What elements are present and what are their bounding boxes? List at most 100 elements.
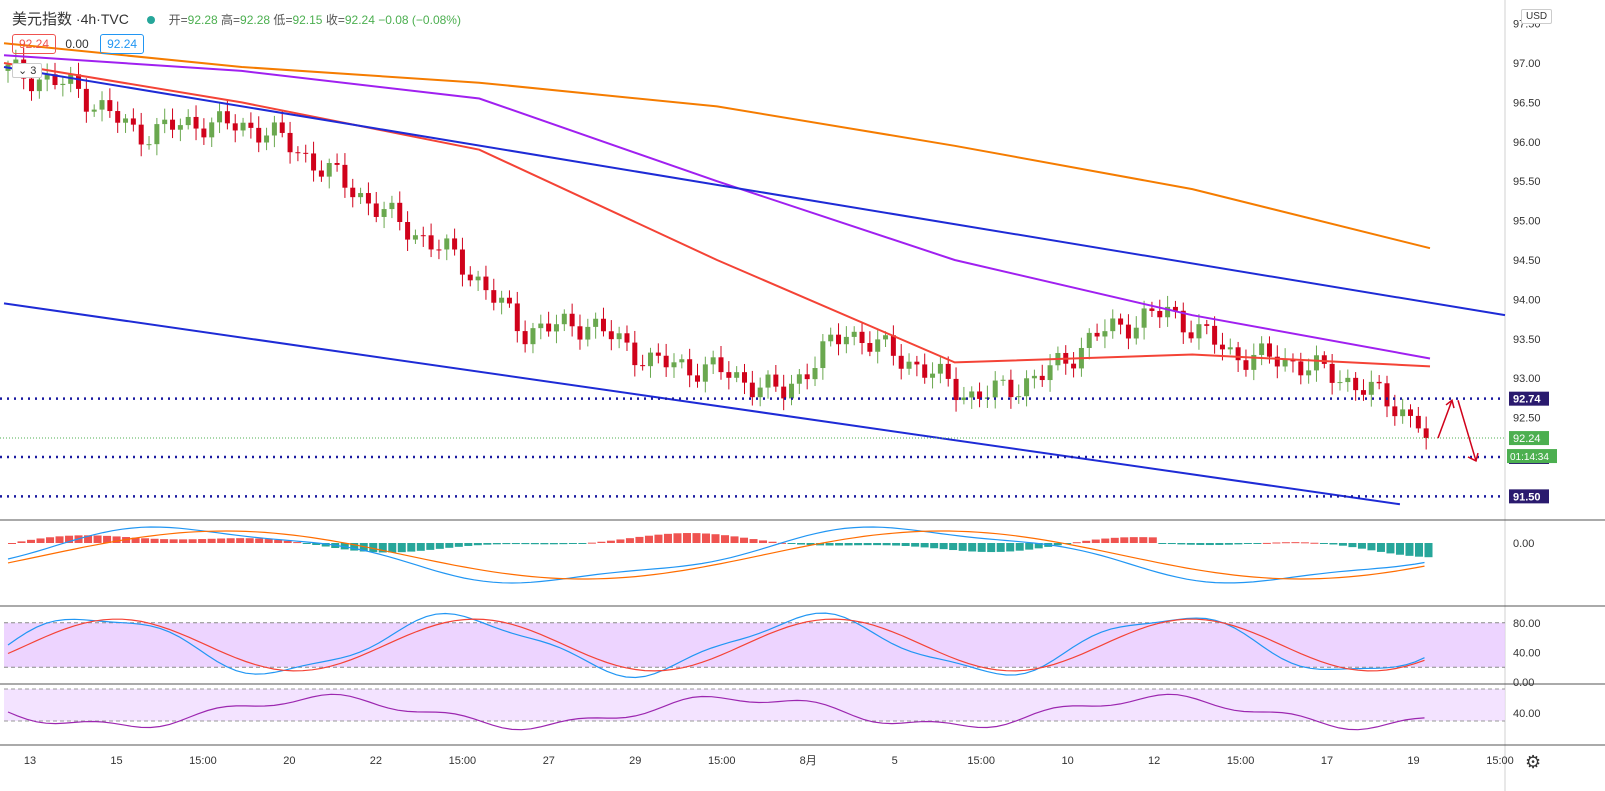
candle-body[interactable] [828,334,834,342]
candle-body[interactable] [671,362,677,368]
candle-body[interactable] [859,331,865,344]
candle-body[interactable] [1024,378,1030,397]
candle-body[interactable] [115,111,121,123]
candle-body[interactable] [1212,325,1218,345]
candle-body[interactable] [1102,331,1108,337]
candle-body[interactable] [491,290,497,303]
candle-body[interactable] [742,372,748,383]
candle-body[interactable] [561,313,567,325]
candle-body[interactable] [154,124,160,145]
candle-body[interactable] [1094,332,1100,337]
candle-body[interactable] [679,359,685,363]
candle-body[interactable] [99,100,105,110]
candle-body[interactable] [1243,360,1249,370]
candle-body[interactable] [600,318,606,332]
candle-body[interactable] [452,238,458,250]
candle-body[interactable] [765,374,771,388]
candle-body[interactable] [1180,310,1186,333]
candle-body[interactable] [52,74,58,86]
candle-body[interactable] [499,297,505,303]
candle-body[interactable] [1047,365,1053,381]
candle-body[interactable] [734,372,740,378]
candle-body[interactable] [1306,370,1312,376]
candle-body[interactable] [177,125,183,130]
candle-body[interactable] [256,127,262,143]
candle-body[interactable] [961,397,967,401]
sell-price-box[interactable]: 92.24 [12,34,57,54]
moving-average-red[interactable] [3,62,1431,368]
candle-body[interactable] [569,313,575,327]
trendline[interactable] [3,302,1401,506]
candle-body[interactable] [232,123,238,131]
candle-body[interactable] [170,119,176,130]
candle-body[interactable] [796,374,802,384]
candle-body[interactable] [1376,381,1382,384]
candle-body[interactable] [1149,308,1155,311]
candle-body[interactable] [1259,343,1265,355]
candle-body[interactable] [240,122,246,131]
candle-body[interactable] [1407,409,1413,416]
candle-body[interactable] [1392,406,1398,417]
candle-body[interactable] [640,365,646,367]
candle-body[interactable] [264,135,270,143]
candle-body[interactable] [44,74,50,80]
gear-icon[interactable]: ⚙ [1525,752,1542,772]
candle-body[interactable] [436,249,442,251]
candle-body[interactable] [647,352,653,367]
candle-body[interactable] [546,323,552,332]
candle-body[interactable] [1337,382,1343,384]
candle-body[interactable] [29,78,35,92]
candle-body[interactable] [1360,390,1366,395]
candle-body[interactable] [1321,355,1327,364]
candle-body[interactable] [1384,383,1390,407]
candle-body[interactable] [342,164,348,188]
candle-body[interactable] [459,249,465,275]
candle-body[interactable] [585,326,591,340]
candle-body[interactable] [1188,332,1194,339]
candle-body[interactable] [883,335,889,340]
candle-body[interactable] [890,335,896,356]
candle-body[interactable] [209,122,215,138]
candle-body[interactable] [1071,363,1077,369]
candle-body[interactable] [789,383,795,399]
candle-body[interactable] [710,357,716,365]
candle-body[interactable] [1008,379,1014,398]
candle-body[interactable] [749,382,755,398]
candle-body[interactable] [992,380,998,398]
candle-body[interactable] [83,88,89,112]
candle-body[interactable] [389,202,395,210]
candle-body[interactable] [655,352,661,356]
candle-body[interactable] [906,361,912,369]
candle-body[interactable] [624,333,630,343]
candle-body[interactable] [953,378,959,401]
candle-body[interactable] [318,170,324,177]
candle-body[interactable] [1118,318,1124,325]
candle-body[interactable] [593,318,599,327]
candle-body[interactable] [820,341,826,369]
candle-body[interactable] [1353,377,1359,391]
candle-body[interactable] [224,111,230,124]
candle-body[interactable] [467,274,473,281]
candle-body[interactable] [1274,356,1280,367]
candle-body[interactable] [687,359,693,376]
candle-body[interactable] [1423,428,1429,439]
interval-label[interactable]: ·4h·TVC [75,11,129,27]
candle-body[interactable] [875,339,881,352]
candle-body[interactable] [1016,396,1022,398]
candle-body[interactable] [694,375,700,382]
candle-body[interactable] [530,328,536,345]
candle-body[interactable] [295,152,301,154]
candle-body[interactable] [718,357,724,373]
candle-body[interactable] [373,203,379,217]
candle-body[interactable] [1345,377,1351,383]
projection-arrow[interactable] [1437,399,1453,439]
candle-body[interactable] [91,109,97,112]
candle-body[interactable] [1313,355,1319,371]
candle-body[interactable] [1400,409,1406,417]
candle-body[interactable] [193,116,199,129]
candle-body[interactable] [279,122,285,133]
candle-body[interactable] [1298,361,1304,376]
moving-average-orange[interactable] [3,42,1431,250]
candle-body[interactable] [773,374,779,387]
